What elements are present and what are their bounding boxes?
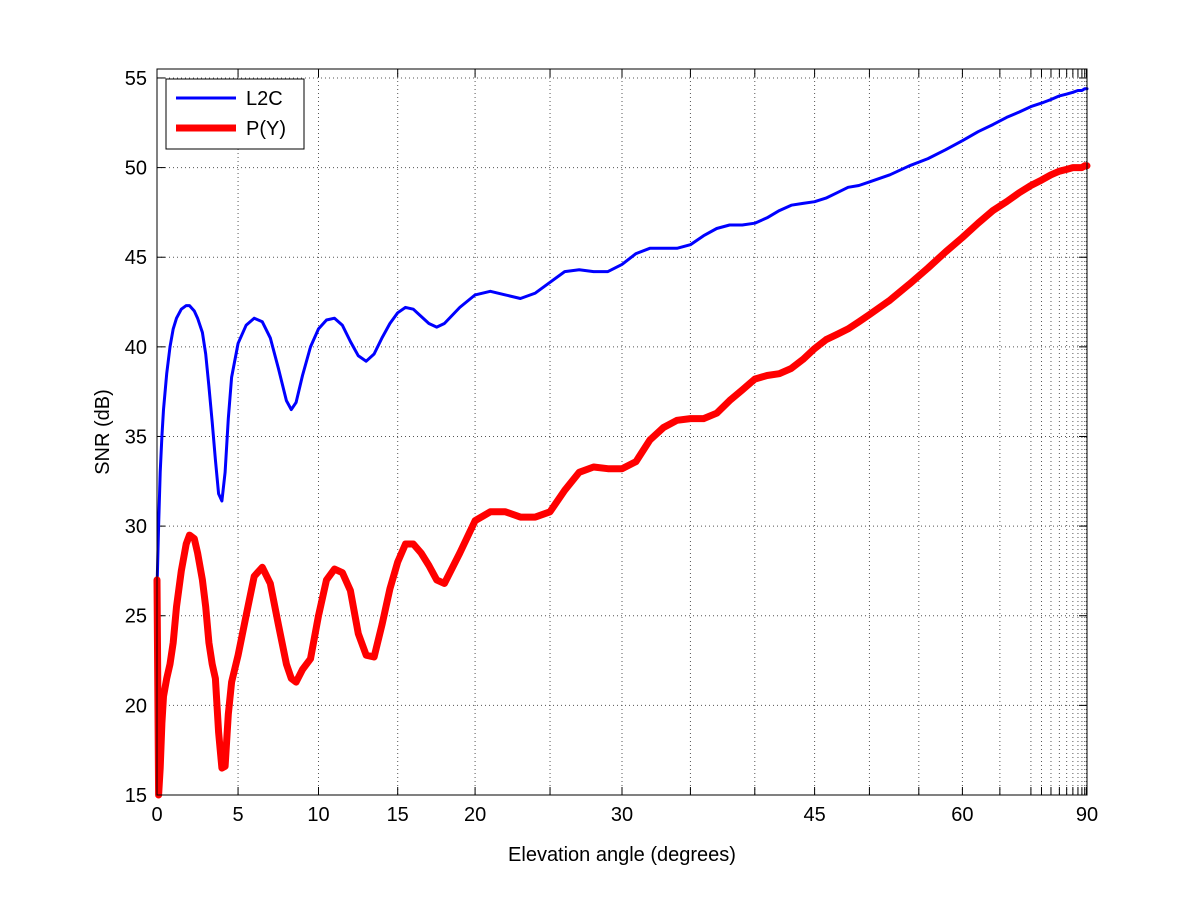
x-tick-label: 30	[611, 804, 633, 826]
x-axis-label: Elevation angle (degrees)	[508, 844, 736, 866]
y-tick-labels: 15 20 25 30 35 40 45 50 55	[125, 68, 147, 807]
legend-label-l2c: L2C	[246, 88, 283, 110]
y-tick-label: 30	[125, 516, 147, 538]
axes-box	[156, 68, 1088, 796]
y-tick-label: 45	[125, 247, 147, 269]
x-tick-label: 20	[464, 804, 486, 826]
y-tick-label: 50	[125, 158, 147, 180]
x-tick-labels: 0 5 10 15 20 30 45 60 90	[151, 804, 1098, 826]
y-tick-label: 35	[125, 426, 147, 448]
x-tick-label: 60	[951, 804, 973, 826]
legend: L2C P(Y)	[165, 78, 305, 150]
series-line-py	[153, 162, 1091, 799]
grid	[157, 69, 1087, 795]
y-tick-label: 15	[125, 785, 147, 807]
x-tick-label: 5	[232, 804, 243, 826]
x-tick-label: 15	[387, 804, 409, 826]
y-axis-label: SNR (dB)	[92, 389, 114, 475]
y-tick-label: 25	[125, 606, 147, 628]
x-tick-label: 90	[1076, 804, 1098, 826]
legend-label-py: P(Y)	[246, 118, 286, 140]
y-tick-label: 55	[125, 68, 147, 90]
x-tick-label: 10	[307, 804, 329, 826]
x-tick-label: 0	[151, 804, 162, 826]
series-line-l2c	[155, 87, 1089, 591]
legend-box	[165, 78, 305, 150]
y-tick-label: 20	[125, 695, 147, 717]
x-tick-label: 45	[803, 804, 825, 826]
series	[153, 87, 1091, 799]
y-tick-label: 40	[125, 337, 147, 359]
